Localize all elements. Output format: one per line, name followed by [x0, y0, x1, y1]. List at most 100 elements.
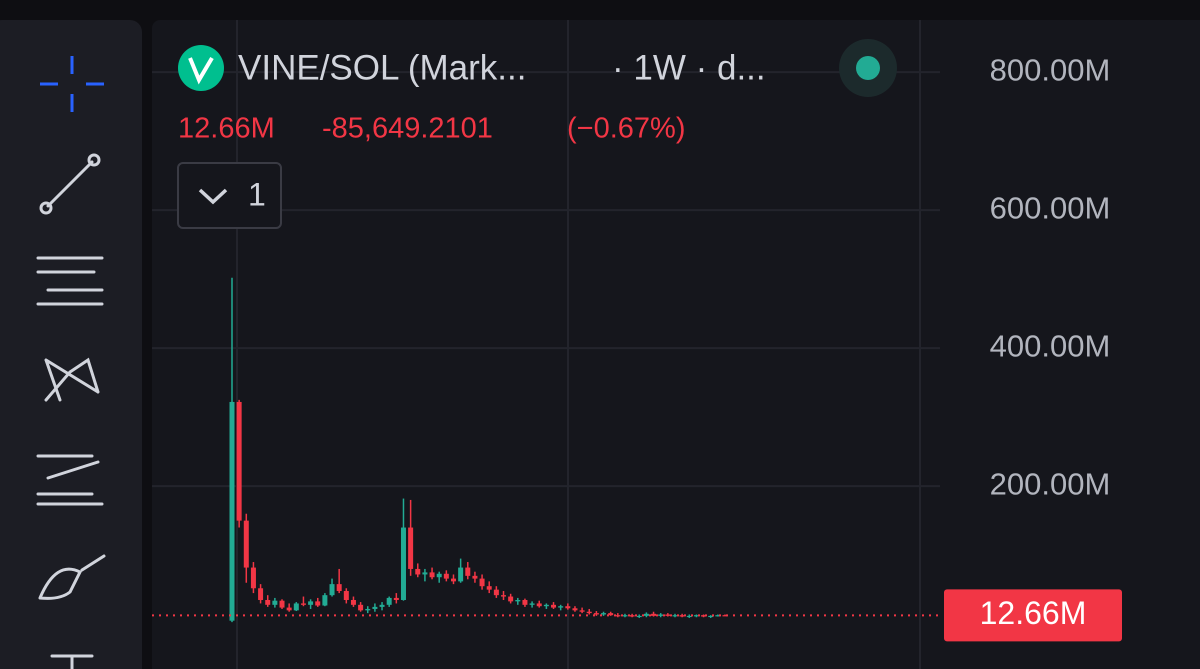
candle-body — [722, 615, 728, 617]
crosshair-tool[interactable] — [40, 56, 104, 112]
candle-body — [329, 584, 335, 596]
candle-body — [658, 614, 664, 616]
pair-name[interactable]: VINE/SOL (Mark... — [238, 48, 526, 87]
candle-body — [522, 599, 528, 605]
candle-body — [629, 615, 635, 617]
pattern-tool[interactable] — [44, 357, 100, 402]
price-badge — [944, 589, 1122, 642]
vine-logo — [178, 45, 224, 91]
candle-body — [486, 586, 492, 590]
candle-body — [258, 588, 264, 600]
candle-body — [315, 601, 321, 606]
candle-body — [515, 599, 521, 602]
candle-body — [701, 615, 707, 617]
candle-body — [693, 615, 699, 617]
candle-body — [272, 600, 278, 605]
candle-body — [336, 584, 342, 592]
candle-body — [372, 606, 378, 609]
toolbar-icons[interactable] — [36, 56, 106, 669]
candle-body — [608, 613, 614, 616]
candle-body — [408, 527, 414, 569]
candle-body — [501, 595, 507, 597]
candle-body — [229, 401, 235, 621]
candle-body — [422, 572, 428, 575]
text-tool[interactable] — [50, 654, 94, 669]
chart-panel — [152, 20, 1200, 669]
candle-body — [458, 567, 464, 582]
candle-body — [708, 615, 714, 618]
status-dot — [856, 56, 880, 80]
candle-body — [343, 591, 349, 600]
candle-body — [715, 615, 721, 617]
candle-body — [472, 575, 478, 579]
price: 12.66M — [178, 113, 275, 145]
candle-body — [536, 603, 542, 607]
candle-body — [543, 604, 549, 607]
y-tick-label: 600.00M — [990, 190, 1111, 225]
candle-body — [551, 604, 557, 608]
candle-body — [300, 603, 306, 605]
change: -85,649.2101 — [322, 113, 493, 145]
candle-body — [243, 520, 249, 568]
candle-body — [443, 573, 449, 579]
indicator-toggle[interactable] — [177, 162, 282, 229]
candle-body — [558, 606, 564, 608]
change-percent: (−0.67%) — [567, 113, 685, 145]
candle-body — [386, 597, 392, 605]
candle-body — [436, 573, 442, 578]
candle-body — [508, 596, 514, 602]
candle-body — [586, 611, 592, 614]
candle-body — [279, 600, 285, 608]
candle-body — [572, 608, 578, 611]
candle-body — [579, 610, 585, 612]
candle-body — [601, 613, 607, 615]
candle-body — [365, 608, 371, 611]
candle-body — [393, 597, 399, 600]
plot — [152, 71, 940, 623]
candle-body — [643, 613, 649, 616]
candle-body — [565, 606, 571, 609]
candle-body — [636, 615, 642, 618]
candle-body — [429, 572, 435, 578]
candle-body — [265, 599, 271, 605]
indicator-count: 1 — [248, 176, 266, 212]
vertical-grid — [236, 20, 921, 669]
line-tool[interactable] — [46, 160, 94, 208]
candle-body — [672, 615, 678, 617]
y-tick-label: 400.00M — [990, 328, 1111, 363]
candle-body — [686, 615, 692, 618]
candle-body — [308, 601, 314, 605]
fib-tool[interactable] — [36, 454, 104, 506]
candle-body — [358, 604, 364, 611]
brush-tool[interactable] — [38, 554, 106, 600]
candle-body — [622, 615, 628, 617]
vine-logo-mark — [188, 56, 214, 85]
candle-body — [350, 599, 356, 605]
candle-body — [493, 589, 499, 596]
candle-body — [465, 567, 471, 576]
candle-body — [286, 607, 292, 611]
channel-tool[interactable] — [36, 256, 104, 306]
candle-body — [322, 595, 328, 606]
y-tick-label: 200.00M — [990, 466, 1111, 501]
candle-body — [615, 615, 621, 617]
candle-body — [665, 614, 671, 616]
candle-body — [529, 603, 535, 605]
toolbar — [0, 20, 142, 669]
candle-body — [400, 527, 406, 600]
candle-body — [450, 578, 456, 582]
price-badge-label: 12.66M — [980, 595, 1087, 631]
candle-body — [593, 613, 599, 615]
candle-body — [415, 568, 421, 575]
candle-body — [651, 613, 657, 616]
candle-body — [679, 615, 685, 617]
candle-body — [479, 578, 485, 587]
chevron — [198, 188, 228, 205]
candle-body — [250, 567, 256, 589]
candle-body — [293, 603, 299, 611]
candle-body — [236, 401, 242, 521]
candle-body — [379, 604, 385, 607]
pair-meta: · 1W · d... — [612, 48, 766, 87]
